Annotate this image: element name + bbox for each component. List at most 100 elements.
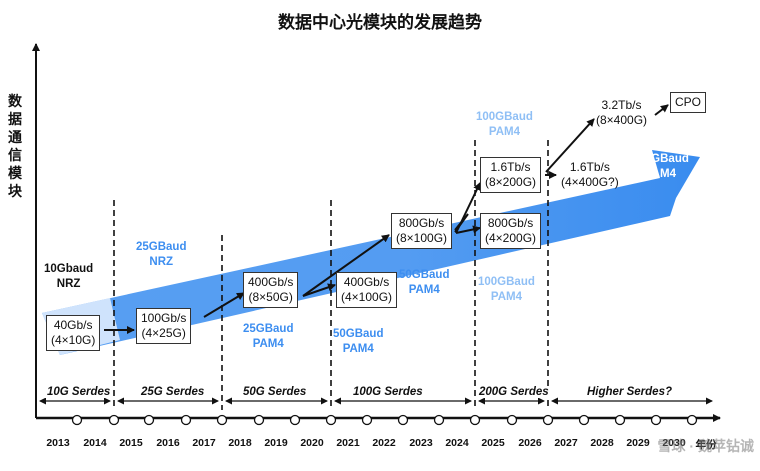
baud-100g-top-line2: PAM4 — [488, 126, 520, 138]
module-3200-rate: 3.2Tb/s — [601, 98, 642, 112]
baud-100g-pam4-mid: 100GBaud PAM4 — [478, 275, 535, 305]
year-label: 2018 — [228, 437, 252, 449]
year-label: 2026 — [518, 437, 542, 449]
year-marker — [108, 414, 120, 426]
arrow-400g-400g — [302, 283, 336, 297]
baud-50g-pam4-a-line2: PAM4 — [342, 343, 374, 355]
serdes-label-10g: 10G Serdes — [44, 386, 114, 398]
y-axis-label: 数据通信模块 — [8, 93, 22, 199]
year-marker — [469, 414, 481, 426]
year-label: 2022 — [372, 437, 396, 449]
year-label: 2027 — [554, 437, 578, 449]
year-label: 2025 — [481, 437, 505, 449]
module-800g-4x200: 800Gb/s (4×200G) — [480, 213, 542, 249]
year-label: 2014 — [83, 437, 107, 449]
module-1600-4x400-lanes: (4×400G?) — [561, 175, 619, 189]
module-40g: 40Gb/s (4×10G) — [46, 315, 101, 351]
arrow-1600-3200 — [545, 118, 595, 173]
baud-50g-pam4-a: 50GBaud PAM4 — [333, 327, 384, 357]
year-label: 2020 — [300, 437, 324, 449]
baud-25g-nrz: 25GBaud NRZ — [136, 240, 187, 270]
year-marker — [433, 414, 445, 426]
module-cpo: CPO — [670, 92, 707, 113]
year-marker — [506, 414, 518, 426]
module-800g-4x200-rate: 800Gb/s — [487, 216, 534, 230]
serdes-label-25g: 25G Serdes — [138, 386, 208, 398]
arrow-800g-1600g-a — [455, 182, 481, 234]
year-marker — [686, 414, 698, 426]
module-1600-8x200-lanes: (8×200G) — [485, 175, 537, 189]
year-marker — [542, 414, 554, 426]
baud-10g-line1: 10Gbaud — [44, 263, 94, 275]
baud-25g-nrz-line1: 25GBaud — [136, 241, 187, 253]
module-400g-8x50-lanes: (8×50G) — [248, 290, 293, 304]
module-800g-8x100: 800Gb/s (8×100G) — [391, 213, 453, 249]
module-400g-8x50-rate: 400Gb/s — [248, 275, 294, 289]
module-800g-4x200-lanes: (4×200G) — [485, 231, 537, 245]
year-label: 2019 — [264, 437, 288, 449]
trend-arrow — [42, 150, 700, 355]
module-100g-rate: 100Gb/s — [141, 311, 187, 325]
year-label: 2023 — [409, 437, 433, 449]
module-100g-lanes: (4×25G) — [141, 326, 186, 340]
year-label: 2028 — [590, 437, 614, 449]
module-400g-4x100-rate: 400Gb/s — [343, 275, 390, 289]
baud-100g-top-line1: 100GBaud — [476, 111, 533, 123]
year-label: 2015 — [119, 437, 143, 449]
year-marker — [253, 414, 265, 426]
year-label: 2013 — [46, 437, 70, 449]
serdes-label-100g: 100G Serdes — [350, 386, 426, 398]
serdes-label-higher: Higher Serdes? — [584, 386, 675, 398]
baud-100g-mid-line1: 100GBaud — [478, 276, 535, 288]
year-marker — [650, 414, 662, 426]
arrow-3200-cpo — [654, 104, 669, 116]
year-label: 2030 — [662, 437, 686, 449]
baud-50g-pam4-b-line1: 50GBaud — [399, 269, 450, 281]
module-1600-8x200-rate: 1.6Tb/s — [490, 160, 531, 174]
year-label: 2029 — [626, 437, 650, 449]
module-3200-lanes: (8×400G) — [596, 113, 648, 127]
module-800g-8x100-lanes: (8×100G) — [396, 231, 448, 245]
year-label: 2021 — [336, 437, 360, 449]
x-axis-unit-label: 年份 — [695, 439, 717, 451]
baud-50g-pam4-a-line1: 50GBaud — [333, 328, 384, 340]
baud-100g-pam4-top: 100GBaud PAM4 — [476, 110, 533, 140]
year-marker — [361, 414, 373, 426]
year-marker — [71, 414, 83, 426]
year-label: 2016 — [156, 437, 180, 449]
module-800g-8x100-rate: 800Gb/s — [398, 216, 445, 230]
year-label: 2017 — [192, 437, 216, 449]
module-40g-lanes: (4×10G) — [51, 333, 96, 347]
year-marker — [180, 414, 192, 426]
baud-50g-pam4-b-line2: PAM4 — [408, 284, 440, 296]
baud-10g-nrz: 10Gbaud NRZ — [44, 262, 93, 292]
serdes-label-200g: 200G Serdes — [476, 386, 552, 398]
arrow-800g-800g — [455, 225, 481, 234]
module-3200: 3.2Tb/s (8×400G) — [596, 98, 647, 128]
serdes-label-50g: 50G Serdes — [240, 386, 310, 398]
baud-50g-pam4-b: 50GBaud PAM4 — [399, 268, 450, 298]
baud-25g-pam4: 25GBaud PAM4 — [243, 322, 294, 352]
module-400g-4x100-lanes: (4×100G) — [341, 290, 393, 304]
year-marker — [289, 414, 301, 426]
module-100g: 100Gb/s (4×25G) — [136, 308, 192, 344]
baud-200g-line2: PAM4 — [644, 168, 676, 180]
module-1600-8x200: 1.6Tb/s (8×200G) — [480, 157, 542, 193]
baud-10g-line2: NRZ — [56, 278, 81, 290]
module-1600-4x400-rate: 1.6Tb/s — [569, 160, 610, 174]
year-marker — [325, 414, 337, 426]
year-label: 2024 — [445, 437, 469, 449]
module-40g-rate: 40Gb/s — [53, 318, 93, 332]
baud-200g-pam4: 200GBaud PAM4 — [632, 152, 689, 182]
year-marker — [578, 414, 590, 426]
module-400g-8x50: 400Gb/s (8×50G) — [243, 272, 299, 308]
year-marker — [216, 414, 228, 426]
module-400g-4x100: 400Gb/s (4×100G) — [336, 272, 398, 308]
baud-25g-pam4-line2: PAM4 — [252, 338, 284, 350]
watermark: 雪球 · 魏苹钻诚 — [657, 438, 754, 454]
baud-200g-line1: 200GBaud — [632, 153, 689, 165]
year-marker — [143, 414, 155, 426]
baud-100g-mid-line2: PAM4 — [490, 291, 522, 303]
module-1600-4x400: 1.6Tb/s (4×400G?) — [561, 160, 619, 190]
